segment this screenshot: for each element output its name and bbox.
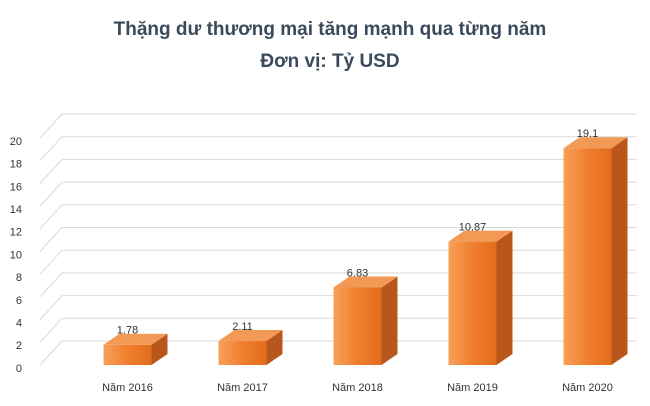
grid-line <box>39 340 637 366</box>
x-tick-label: Năm 2019 <box>447 382 498 394</box>
grid-line <box>39 158 637 184</box>
grid-line <box>39 295 637 320</box>
chart-title: Thặng dư thương mại tăng mạnh qua từng n… <box>114 19 547 40</box>
y-tick-label: 6 <box>16 295 22 307</box>
bar <box>103 344 152 365</box>
y-tick-label: 16 <box>10 181 22 193</box>
value-label: 10.87 <box>459 222 487 234</box>
grid-line <box>39 317 637 343</box>
bar <box>448 241 497 365</box>
bar <box>218 341 267 365</box>
bar-side <box>266 330 283 365</box>
x-tick-label: Năm 2018 <box>332 382 383 394</box>
grid-line <box>39 227 637 252</box>
x-tick-label: Năm 2017 <box>217 382 268 394</box>
y-tick-label: 18 <box>10 159 22 171</box>
bar <box>563 148 612 365</box>
y-tick-label: 14 <box>10 204 22 216</box>
bar-side <box>611 137 628 365</box>
grid-line <box>39 136 637 162</box>
bar-top <box>563 137 628 149</box>
bar-side <box>496 230 513 365</box>
y-tick-label: 8 <box>16 272 22 284</box>
bar-top <box>103 333 168 345</box>
y-tick-label: 12 <box>10 227 22 239</box>
grid-line <box>39 181 637 207</box>
y-tick-label: 2 <box>16 340 22 352</box>
chart-subtitle: Đơn vị: Tỷ USD <box>260 51 399 72</box>
y-tick-label: 0 <box>16 363 22 375</box>
y-tick-label: 4 <box>16 318 22 330</box>
bar-top <box>448 230 513 242</box>
grid-line <box>39 249 637 275</box>
y-tick-label: 20 <box>10 136 22 148</box>
value-label: 19.1 <box>577 128 598 140</box>
bar-top <box>333 276 398 288</box>
x-tick-label: Năm 2016 <box>102 382 153 394</box>
value-label: 6.83 <box>347 267 368 279</box>
value-label: 2.11 <box>232 321 253 333</box>
value-label: 1.78 <box>117 325 138 337</box>
bar-top <box>218 330 283 342</box>
bar-side <box>381 276 398 365</box>
grid-line <box>39 204 637 230</box>
bar-side <box>151 333 168 365</box>
bar <box>333 287 382 365</box>
grid-line <box>39 113 637 139</box>
y-tick-label: 10 <box>10 249 22 261</box>
grid-line <box>39 272 637 298</box>
x-tick-label: Năm 2020 <box>562 382 613 394</box>
